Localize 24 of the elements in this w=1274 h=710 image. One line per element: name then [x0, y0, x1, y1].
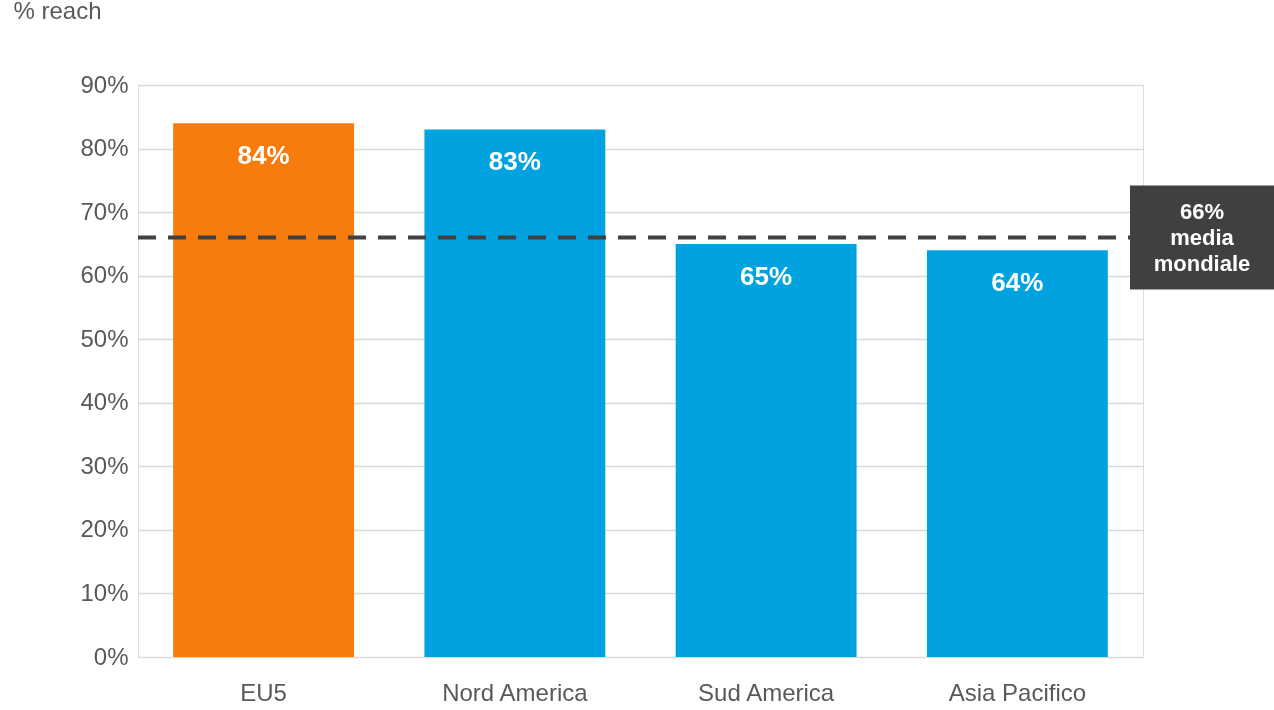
- bar: [173, 123, 355, 657]
- y-tick-label: 80%: [80, 134, 129, 162]
- bar: [424, 129, 606, 657]
- y-axis-title: % reach: [13, 0, 102, 24]
- y-tick-label: 60%: [80, 261, 129, 289]
- x-tick-label: Sud America: [698, 678, 835, 706]
- x-tick-label: Asia Pacifico: [948, 678, 1087, 706]
- data-label: 64%: [991, 267, 1044, 298]
- ref-line-label: 66% media mondiale: [1153, 198, 1251, 276]
- y-tick-label: 40%: [80, 388, 129, 416]
- y-tick-label: 20%: [80, 515, 129, 543]
- y-tick-label: 70%: [80, 197, 129, 225]
- y-tick-label: 0%: [93, 642, 129, 670]
- data-label: 83%: [488, 146, 541, 177]
- x-tick-label: EU5: [240, 678, 287, 706]
- x-tick-label: Nord America: [442, 678, 589, 706]
- y-tick-label: 10%: [80, 578, 129, 606]
- y-tick-label: 30%: [80, 451, 129, 479]
- bar: [675, 243, 857, 657]
- y-tick-label: 90%: [80, 70, 129, 98]
- data-label: 65%: [740, 260, 793, 291]
- data-label: 84%: [237, 140, 290, 171]
- bar: [926, 250, 1108, 657]
- y-tick-label: 50%: [80, 324, 129, 352]
